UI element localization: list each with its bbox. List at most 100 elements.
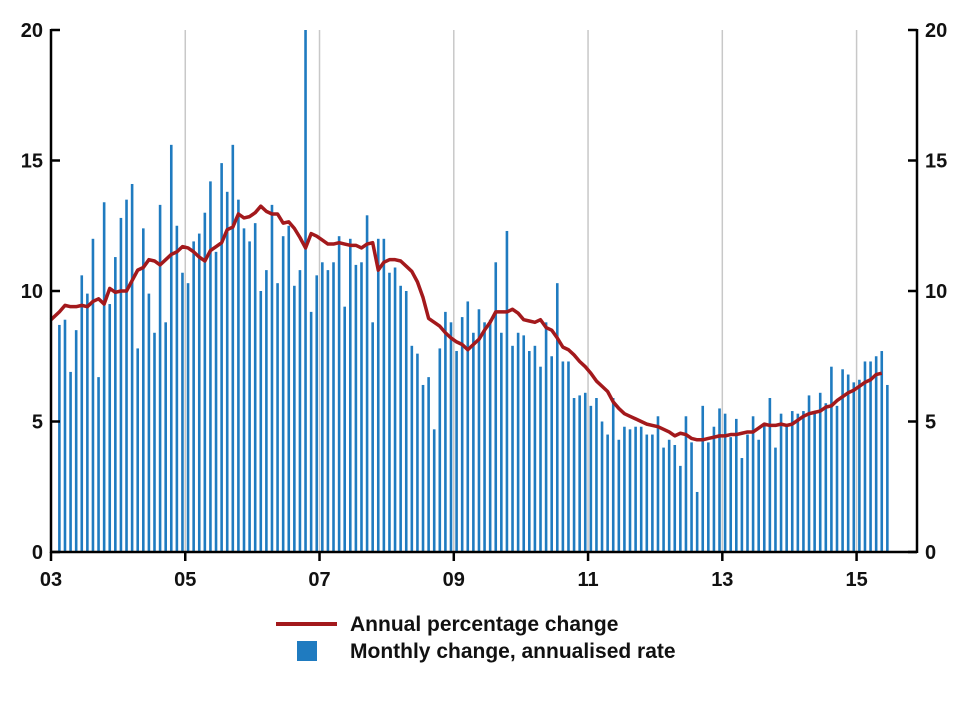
bar: [516, 332, 520, 552]
bar: [97, 377, 100, 552]
legend-bar-swatch: [297, 641, 317, 661]
bar: [315, 275, 319, 552]
bar: [841, 369, 844, 552]
bar: [63, 319, 67, 552]
bar: [281, 236, 285, 552]
bar: [427, 377, 430, 552]
bar: [511, 345, 514, 552]
bar: [287, 225, 291, 552]
bar: [455, 351, 458, 552]
bar: [142, 228, 145, 553]
bar: [880, 351, 884, 552]
bar: [712, 426, 716, 552]
bar: [846, 374, 850, 552]
bar: [102, 202, 106, 552]
y-tick-label-right: 15: [925, 151, 947, 173]
x-tick-label: 11: [577, 569, 598, 591]
bar: [181, 272, 184, 552]
y-tick-label-right: 0: [925, 542, 936, 564]
y-tick-label-right: 20: [925, 20, 947, 42]
bar: [438, 348, 442, 552]
bar: [304, 30, 307, 552]
bar: [58, 324, 61, 552]
bar: [539, 366, 542, 552]
annual-change-line: [49, 204, 883, 442]
bar: [119, 217, 123, 553]
bar: [220, 163, 223, 553]
bar: [91, 238, 95, 553]
legend-line-label: Annual percentage change: [350, 613, 618, 636]
bar: [858, 379, 861, 552]
bar: [298, 270, 302, 552]
bar: [634, 426, 637, 552]
bar: [790, 411, 794, 552]
bar: [751, 416, 755, 552]
bar: [628, 429, 632, 552]
bar: [488, 319, 492, 552]
bar: [186, 283, 190, 552]
x-tick-label: 13: [711, 569, 733, 591]
y-tick-label-left: 0: [32, 542, 43, 564]
bar: [265, 270, 268, 552]
bar: [651, 434, 654, 552]
bar: [617, 439, 621, 552]
bar: [723, 413, 727, 552]
bar: [595, 398, 598, 552]
bar: [309, 311, 313, 552]
y-tick-label-right: 10: [925, 281, 947, 303]
bar: [175, 225, 179, 552]
bar: [86, 293, 89, 552]
bar: [824, 403, 828, 552]
bar: [500, 332, 503, 552]
bar: [225, 191, 229, 552]
y-tick-label-left: 5: [32, 412, 43, 434]
y-tick-label-left: 10: [21, 281, 43, 303]
y-tick-label-left: 20: [21, 20, 43, 42]
bar: [242, 228, 246, 553]
bar: [343, 306, 347, 552]
x-tick-label: 03: [40, 569, 62, 591]
bar: [555, 283, 559, 552]
bar: [248, 241, 251, 552]
bar: [807, 395, 811, 552]
bar: [830, 366, 833, 552]
bar: [203, 212, 207, 552]
x-tick-label: 15: [845, 569, 867, 591]
bar: [886, 384, 889, 552]
bar: [684, 416, 688, 552]
x-tick-label: 07: [308, 569, 330, 591]
bar: [796, 413, 800, 552]
bar: [410, 345, 414, 552]
bar: [130, 183, 134, 553]
bar: [735, 418, 738, 552]
bar: [259, 291, 263, 552]
bar: [153, 332, 156, 552]
bar: [656, 416, 660, 552]
bar: [757, 439, 760, 552]
bar: [522, 335, 526, 552]
bar: [136, 348, 140, 552]
bar: [673, 444, 677, 552]
bar: [449, 322, 453, 552]
bar: [237, 199, 240, 552]
bar: [125, 199, 128, 552]
x-tick-label: 09: [443, 569, 465, 591]
bar: [802, 411, 805, 552]
bar: [376, 238, 380, 553]
bar: [494, 262, 498, 552]
legend: Annual percentage change Monthly change,…: [276, 613, 676, 663]
bar: [695, 491, 699, 552]
bar: [768, 398, 772, 552]
bar: [354, 264, 358, 552]
bar: [813, 411, 816, 552]
bar: [209, 181, 212, 552]
bar: [399, 285, 402, 552]
bar: [550, 356, 553, 552]
bar: [818, 392, 822, 552]
bar: [863, 361, 867, 552]
bar: [169, 144, 173, 552]
bar: [600, 421, 604, 552]
bar: [348, 238, 352, 553]
